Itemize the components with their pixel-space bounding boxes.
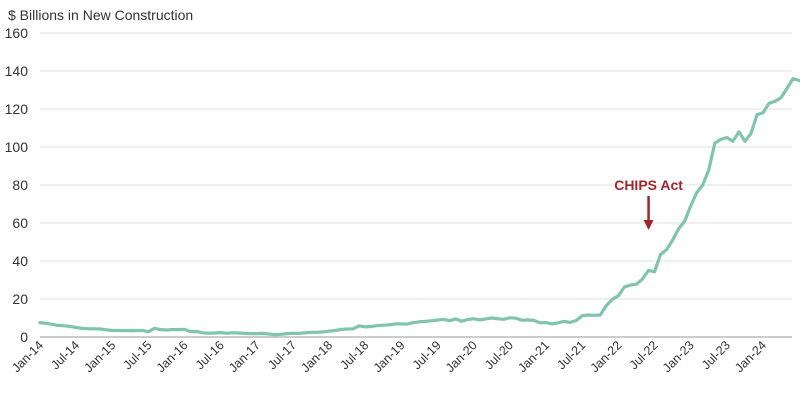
y-tick-label: 60 [12,215,28,231]
gridlines [40,32,792,338]
x-tick-label: Jul-15 [121,338,155,372]
y-axis-ticks: 0 20 40 60 80 100 120 140 160 [5,25,29,345]
x-tick-label: Jan-22 [588,338,625,375]
y-tick-label: 80 [12,177,28,193]
x-tick-label: Jul-14 [48,338,82,372]
x-tick-label: Jan-21 [515,338,552,375]
x-tick-label: Jan-17 [226,338,263,375]
y-tick-label: 120 [5,101,29,117]
y-tick-label: 160 [5,25,29,41]
x-tick-label: Jan-15 [81,338,118,375]
x-tick-label: Jul-17 [265,338,299,372]
x-tick-label: Jul-18 [337,338,371,372]
chips-act-arrow-head [643,220,654,230]
y-tick-label: 40 [12,253,28,269]
series-layer [38,77,800,337]
x-tick-label: Jul-23 [699,338,733,372]
x-tick-label: Jan-20 [443,338,480,375]
x-tick-label: Jan-16 [154,338,191,375]
y-tick-label: 140 [5,63,29,79]
x-tick-label: Jul-19 [410,338,444,372]
x-tick-label: Jan-18 [298,338,335,375]
chips-act-annotation-label: CHIPS Act [614,177,683,193]
x-tick-label: Jul-22 [627,338,661,372]
x-tick-label: Jul-16 [193,338,227,372]
y-tick-label: 100 [5,139,29,155]
x-tick-label: Jan-19 [371,338,408,375]
y-tick-label: 0 [20,329,28,345]
x-tick-label: Jul-21 [554,338,588,372]
annotation-layer: CHIPS Act [614,177,683,230]
y-tick-label: 20 [12,291,28,307]
x-axis-ticks: Jan-14 Jul-14 Jan-15 Jul-15 Jan-16 Jul-16 Jan-… [9,338,769,375]
series-line [38,77,800,337]
y-axis-label: $ Billions in New Construction [8,7,193,23]
x-tick-label: Jul-20 [482,338,516,372]
x-tick-label: Jan-24 [732,338,769,375]
x-tick-label: Jan-23 [660,338,697,375]
